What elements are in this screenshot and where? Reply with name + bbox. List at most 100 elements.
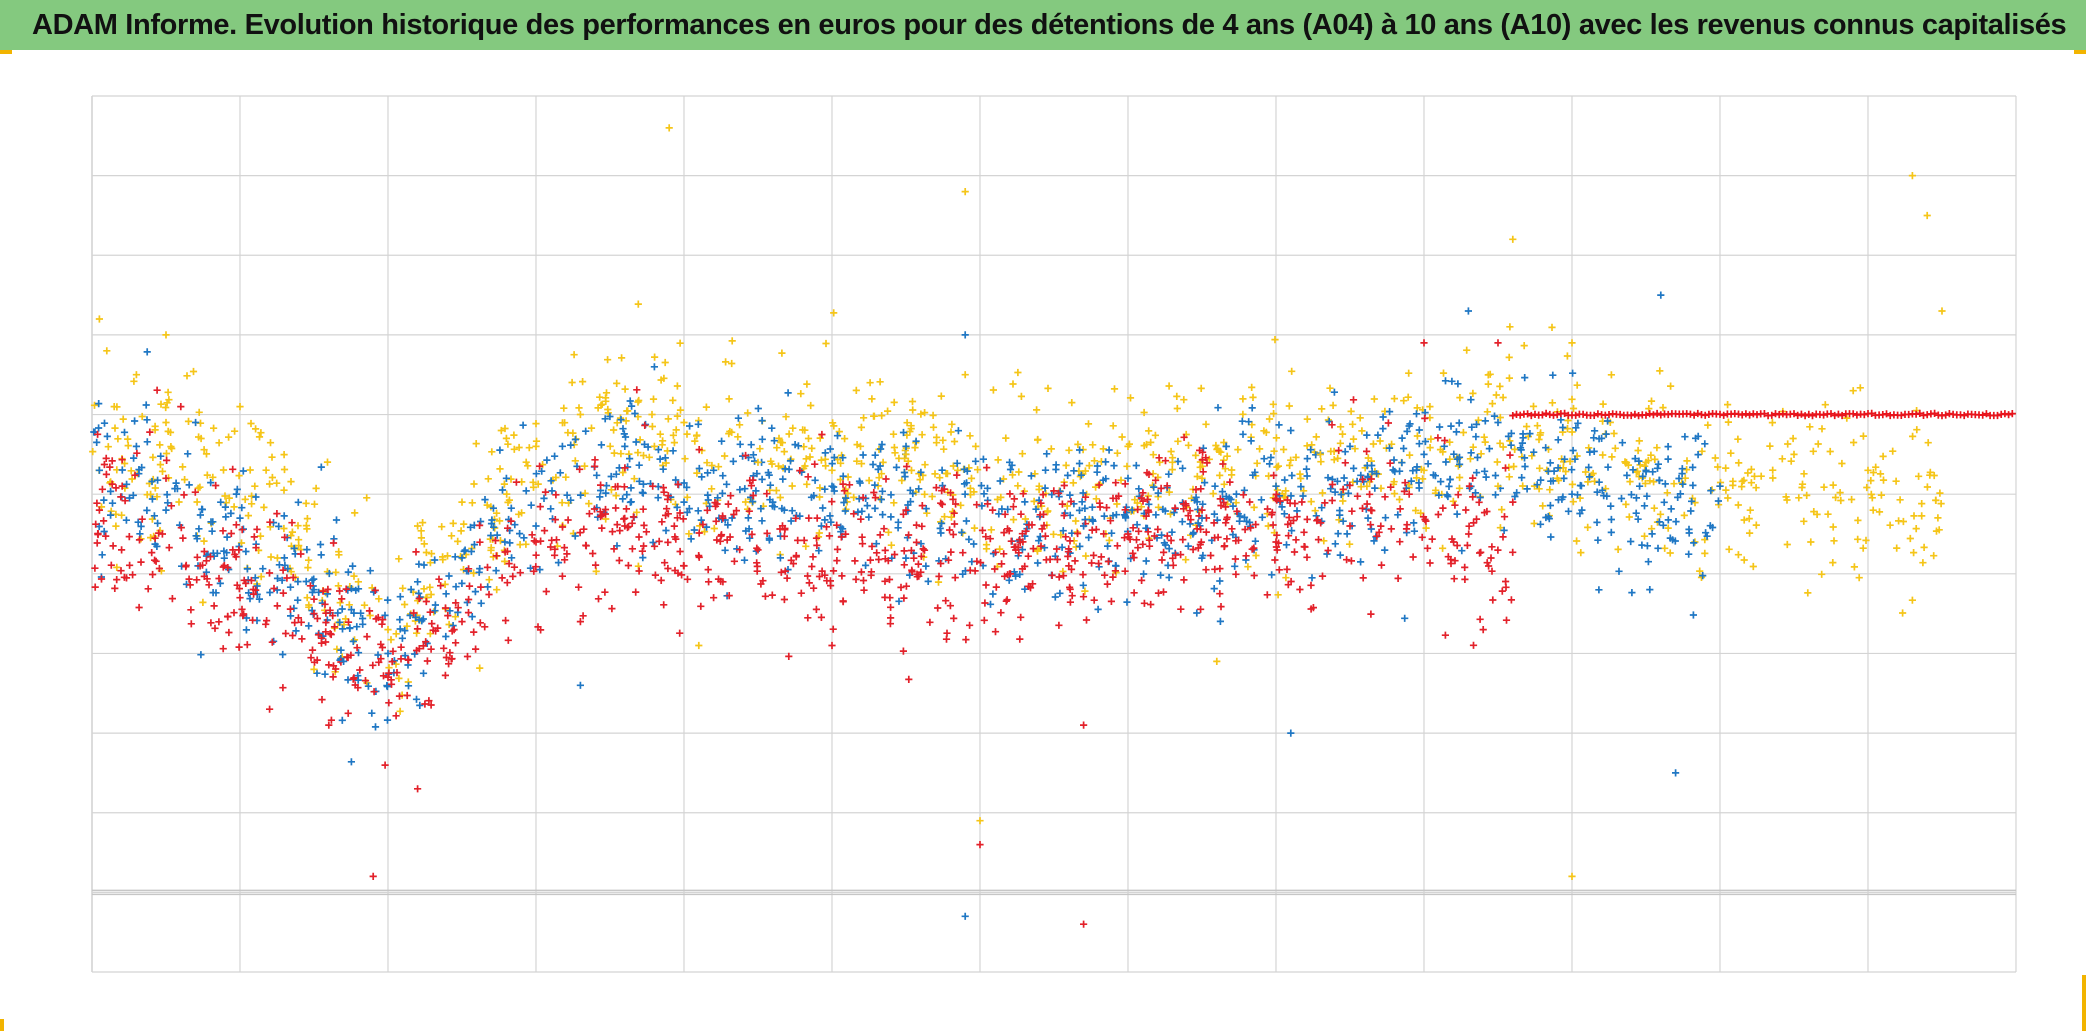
data-point-400 <box>1092 495 1100 503</box>
data-point-468 <box>742 498 750 506</box>
data-point-435 <box>427 590 435 599</box>
data-point-768 <box>1843 414 1851 422</box>
data-point-1869 <box>1385 444 1394 452</box>
data-point-702 <box>581 489 589 497</box>
data-point-365 <box>1696 567 1704 575</box>
data-point-494 <box>877 470 886 478</box>
data-point-2496 <box>215 618 223 626</box>
data-point-2063 <box>567 496 575 504</box>
data-point-2195 <box>695 529 703 537</box>
data-point-676 <box>485 576 493 584</box>
data-point-842 <box>1838 459 1846 468</box>
data-point-687 <box>1625 513 1633 521</box>
data-point-1436 <box>223 549 231 557</box>
data-point-2764 <box>1250 544 1258 552</box>
data-point-2660 <box>308 646 317 654</box>
data-point-973 <box>1747 479 1755 487</box>
data-point-2238 <box>944 556 953 564</box>
data-point-1515 <box>786 457 795 465</box>
data-point-1188 <box>1702 529 1710 537</box>
data-point-1526 <box>1157 571 1165 579</box>
data-point-2042 <box>758 475 766 483</box>
data-point-2726 <box>310 595 318 603</box>
data-point-585 <box>1395 495 1404 504</box>
data-point-1777 <box>1453 510 1461 518</box>
data-point-2328 <box>289 631 297 640</box>
data-point-251 <box>1337 423 1345 431</box>
data-point-1877 <box>216 579 224 587</box>
data-point-2373 <box>232 521 240 529</box>
data-point-1094 <box>1498 506 1506 514</box>
data-point-1143 <box>1058 543 1066 551</box>
data-point-2710 <box>536 503 544 511</box>
data-point-1966 <box>1297 483 1305 491</box>
data-point-2348 <box>422 638 430 646</box>
data-point-3261 <box>1827 410 1835 418</box>
data-point-2873 <box>950 509 958 517</box>
data-point-3259 <box>1820 411 1828 419</box>
data-point-1560 <box>669 447 677 455</box>
data-point-2854 <box>868 542 876 550</box>
data-point-1645 <box>1350 464 1358 472</box>
data-point-2258 <box>319 587 327 595</box>
data-point-1961 <box>1653 464 1662 472</box>
data-point-2696 <box>1454 491 1462 499</box>
data-point-742 <box>1787 457 1795 465</box>
data-point-1732 <box>1040 544 1049 552</box>
data-point-2181 <box>704 566 712 574</box>
data-point-1712 <box>855 495 863 503</box>
data-point-1508 <box>776 554 784 562</box>
data-point-2780 <box>558 523 567 531</box>
data-point-1534 <box>153 542 161 550</box>
data-point-1153 <box>1251 468 1259 476</box>
data-point-2430 <box>448 627 456 635</box>
data-point-2399 <box>639 505 647 513</box>
data-point-2852 <box>840 487 848 495</box>
data-point-385 <box>454 537 462 545</box>
data-point-1004 <box>484 475 492 483</box>
data-point-1894 <box>662 526 670 535</box>
data-point-2778 <box>1187 516 1195 524</box>
data-point-3052 <box>110 403 118 411</box>
data-point-2668 <box>1394 574 1402 582</box>
data-point-1856 <box>164 499 172 507</box>
data-point-2687 <box>959 549 967 557</box>
data-point-1891 <box>1595 586 1603 594</box>
data-point-151 <box>1548 323 1556 331</box>
data-point-428 <box>244 512 252 520</box>
data-point-264 <box>868 395 876 403</box>
data-point-1408 <box>344 568 352 576</box>
data-point-1165 <box>1005 576 1013 584</box>
data-point-3160 <box>976 841 984 849</box>
data-point-505 <box>1506 437 1514 445</box>
data-point-1686 <box>626 397 634 405</box>
data-point-3037 <box>805 514 813 522</box>
data-point-1444 <box>1288 471 1296 480</box>
data-point-2311 <box>381 761 389 769</box>
data-point-575 <box>852 386 860 394</box>
data-point-383 <box>1830 537 1838 545</box>
data-point-2972 <box>153 386 161 394</box>
data-point-910 <box>124 442 132 450</box>
data-point-384 <box>907 466 916 474</box>
data-point-1173 <box>1632 509 1640 517</box>
data-point-933 <box>1734 551 1742 559</box>
data-point-1208 <box>970 540 978 548</box>
data-point-2088 <box>1102 458 1110 466</box>
data-point-1976 <box>337 646 345 654</box>
data-point-180 <box>1920 543 1928 551</box>
data-point-2148 <box>628 545 636 553</box>
data-point-2109 <box>780 595 788 604</box>
data-point-368 <box>1454 462 1462 470</box>
data-point-33 <box>1220 438 1228 447</box>
data-point-718 <box>943 470 951 478</box>
data-point-2783 <box>670 522 678 530</box>
data-point-2048 <box>221 503 229 511</box>
data-point-2689 <box>1314 516 1322 524</box>
data-point-605 <box>775 434 783 442</box>
data-point-908 <box>613 379 621 387</box>
data-point-2732 <box>966 566 974 574</box>
data-point-2129 <box>1401 479 1409 487</box>
data-point-2316 <box>1180 576 1188 584</box>
data-point-2910 <box>182 561 190 569</box>
